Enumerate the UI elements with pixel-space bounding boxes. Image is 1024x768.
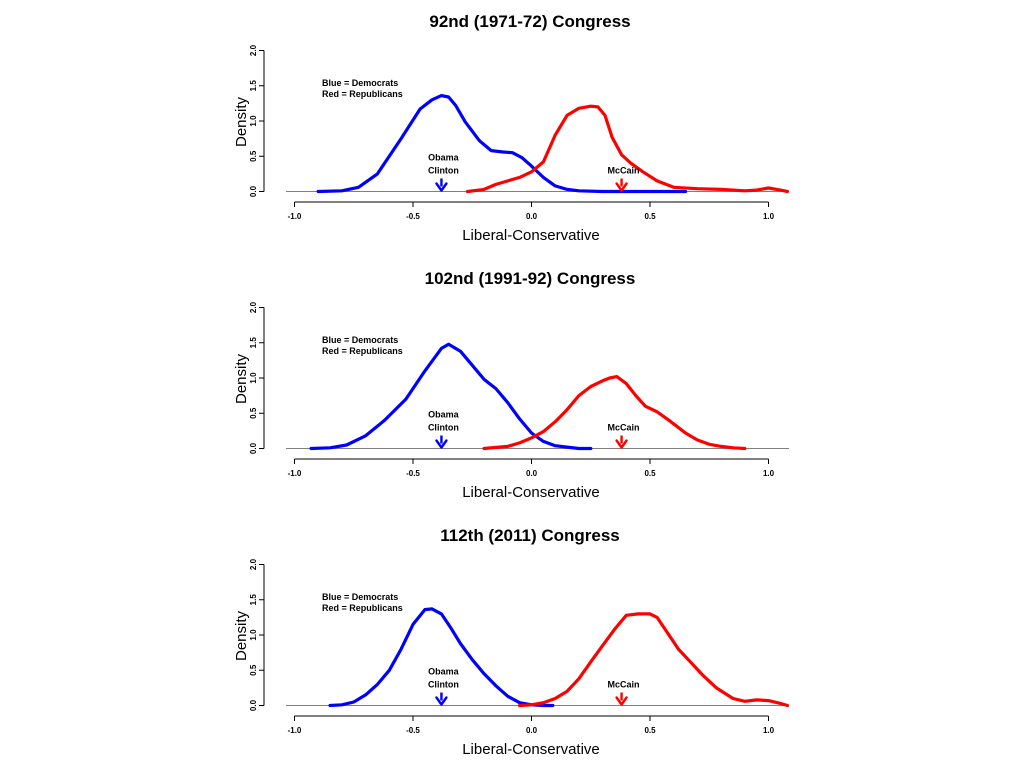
x-tick-label: 0.0 xyxy=(526,469,538,478)
annotation-arrow-head xyxy=(615,696,628,706)
annotation-label: McCain xyxy=(608,423,640,433)
series-line-republicans xyxy=(518,612,790,708)
annotation-label: Clinton xyxy=(428,680,459,690)
y-tick-label: 0.5 xyxy=(249,407,258,419)
y-tick-label: 0.5 xyxy=(249,664,258,676)
chart-panel-2: 102nd (1991-92) Congress -1.0 -0.5 0.0 0.5 1.… xyxy=(233,269,789,501)
series-line-republicans xyxy=(482,375,747,451)
y-tick-label: 1.0 xyxy=(249,372,258,384)
x-tick-label: 1.0 xyxy=(763,726,775,735)
chart-title: 112th (2011) Congress xyxy=(440,526,620,545)
x-tick-label: 0.0 xyxy=(526,726,538,735)
x-tick-label: 0.0 xyxy=(526,212,538,221)
legend-entry: Blue = Democrats xyxy=(322,592,398,602)
x-tick-label: 0.5 xyxy=(644,469,656,478)
y-tick-label: 1.5 xyxy=(249,594,258,606)
annotation-label: Clinton xyxy=(428,423,459,433)
y-axis-label: Density xyxy=(233,610,250,661)
x-axis-label: Liberal-Conservative xyxy=(462,741,600,758)
annotation-arrow-head xyxy=(435,182,448,192)
annotation-label: Clinton xyxy=(428,166,459,176)
x-tick-label: -1.0 xyxy=(288,469,302,478)
series-line-democrats xyxy=(316,94,688,194)
y-tick-label: 0.0 xyxy=(249,442,258,454)
x-tick-label: 0.5 xyxy=(644,212,656,221)
y-tick-label: 1.0 xyxy=(249,115,258,127)
legend-entry: Red = Republicans xyxy=(322,346,403,356)
annotation-arrow-head xyxy=(435,696,448,706)
y-tick-label: 2.0 xyxy=(249,301,258,313)
annotation-arrow-head xyxy=(615,439,628,449)
series-line-republicans xyxy=(465,104,790,194)
series-line-democrats xyxy=(328,607,555,708)
chart-title: 102nd (1991-92) Congress xyxy=(425,269,636,288)
y-tick-label: 1.5 xyxy=(249,80,258,92)
legend-entry: Blue = Democrats xyxy=(322,335,398,345)
y-tick-label: 2.0 xyxy=(249,44,258,56)
x-tick-label: 1.0 xyxy=(763,469,775,478)
x-axis-label: Liberal-Conservative xyxy=(462,484,600,501)
y-tick-label: 0.0 xyxy=(249,185,258,197)
legend-entry: Red = Republicans xyxy=(322,89,403,99)
x-tick-label: 1.0 xyxy=(763,212,775,221)
legend-entry: Blue = Democrats xyxy=(322,78,398,88)
annotation-arrow-head xyxy=(435,439,448,449)
annotation-label: Obama xyxy=(428,153,460,163)
x-tick-label: 0.5 xyxy=(644,726,656,735)
y-axis-label: Density xyxy=(233,353,250,404)
y-axis-label: Density xyxy=(233,96,250,147)
x-tick-label: -0.5 xyxy=(406,726,420,735)
chart-panel-1: 92nd (1971-72) Congress -1.0 -0.5 0.0 0.5 1.0… xyxy=(233,12,790,244)
x-tick-label: -0.5 xyxy=(406,212,420,221)
chart-title: 92nd (1971-72) Congress xyxy=(429,12,630,31)
annotation-arrow-head xyxy=(615,182,628,192)
annotation-label: McCain xyxy=(608,680,640,690)
annotation-label: McCain xyxy=(608,166,640,176)
y-tick-label: 0.5 xyxy=(249,150,258,162)
annotation-label: Obama xyxy=(428,410,460,420)
y-tick-label: 1.0 xyxy=(249,629,258,641)
y-tick-label: 0.0 xyxy=(249,699,258,711)
series-line-democrats xyxy=(309,342,593,451)
x-axis-label: Liberal-Conservative xyxy=(462,227,600,244)
x-tick-label: -1.0 xyxy=(288,726,302,735)
annotation-label: Obama xyxy=(428,667,460,677)
y-tick-label: 1.5 xyxy=(249,337,258,349)
x-tick-label: -1.0 xyxy=(288,212,302,221)
x-tick-label: -0.5 xyxy=(406,469,420,478)
y-tick-label: 2.0 xyxy=(249,558,258,570)
legend-entry: Red = Republicans xyxy=(322,603,403,613)
chart-panel-3: 112th (2011) Congress -1.0 -0.5 0.0 0.5 1.0 0.… xyxy=(233,526,790,758)
